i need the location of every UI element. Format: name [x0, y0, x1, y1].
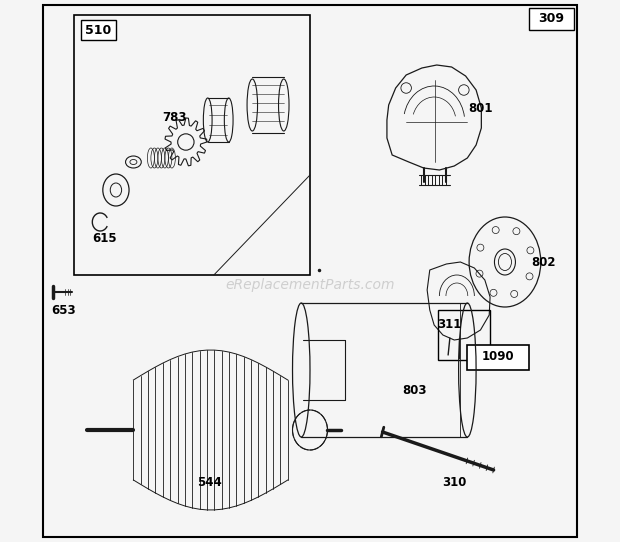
Text: 311: 311	[438, 319, 462, 332]
Bar	[81, 20, 116, 40]
Text: 310: 310	[442, 476, 466, 489]
Text: 1090: 1090	[482, 351, 514, 364]
Bar	[74, 15, 310, 275]
Text: 801: 801	[468, 101, 493, 114]
Text: 802: 802	[531, 256, 556, 269]
Text: 653: 653	[51, 304, 76, 317]
Text: 803: 803	[402, 384, 427, 397]
Text: 309: 309	[538, 12, 564, 25]
Text: 510: 510	[86, 23, 112, 36]
Text: 615: 615	[92, 231, 117, 244]
Text: 783: 783	[162, 112, 187, 125]
Bar	[467, 345, 528, 370]
Bar	[438, 310, 490, 360]
Text: 544: 544	[197, 475, 222, 488]
Bar	[528, 8, 574, 30]
Text: eReplacementParts.com: eReplacementParts.com	[225, 278, 395, 292]
